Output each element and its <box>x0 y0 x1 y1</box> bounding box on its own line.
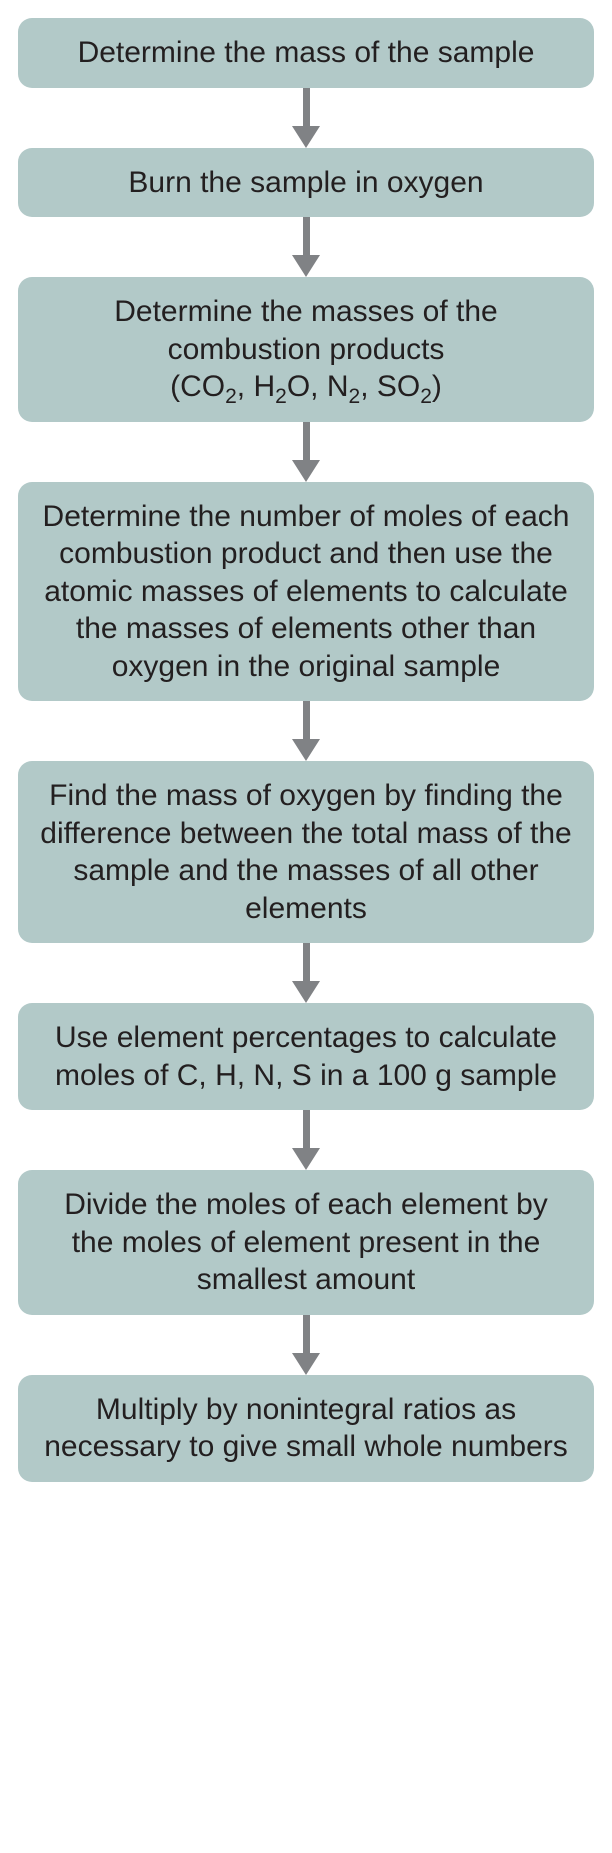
arrow-down-icon <box>292 701 320 761</box>
flowchart-step-8: Multiply by nonintegral ratios as necess… <box>18 1375 594 1482</box>
arrow-down-icon <box>292 217 320 277</box>
arrow-down-icon <box>292 1110 320 1170</box>
flowchart-step-7: Divide the moles of each element by the … <box>18 1170 594 1315</box>
flowchart-step-3: Determine the masses of the combustion p… <box>18 277 594 422</box>
flowchart-step-1: Determine the mass of the sample <box>18 18 594 88</box>
flowchart-step-2: Burn the sample in oxygen <box>18 148 594 218</box>
flowchart: Determine the mass of the sample Burn the… <box>18 18 594 1482</box>
arrow-down-icon <box>292 1315 320 1375</box>
flowchart-step-5: Find the mass of oxygen by finding the d… <box>18 761 594 943</box>
arrow-down-icon <box>292 88 320 148</box>
flowchart-step-6: Use element percentages to calculate mol… <box>18 1003 594 1110</box>
flowchart-step-4: Determine the number of moles of each co… <box>18 482 594 702</box>
arrow-down-icon <box>292 943 320 1003</box>
arrow-down-icon <box>292 422 320 482</box>
